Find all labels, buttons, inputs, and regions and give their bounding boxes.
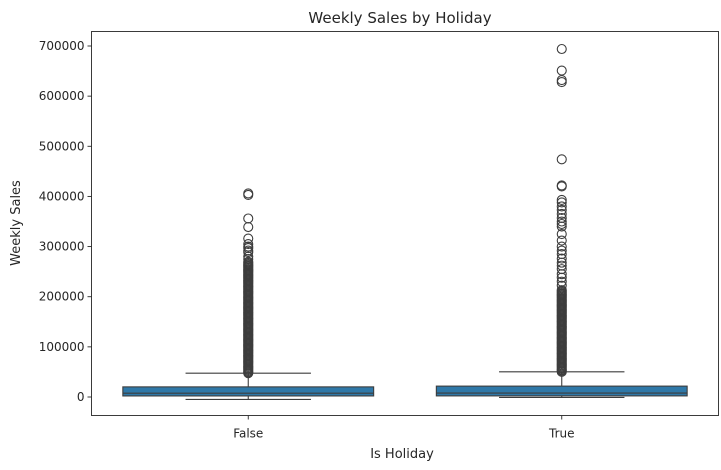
outlier-point (556, 65, 567, 76)
outlier-point (243, 256, 254, 267)
outlier-point (243, 213, 254, 224)
outlier-point (556, 43, 567, 55)
y-tick-label: 500000 (39, 139, 85, 153)
plot-frame (91, 31, 719, 416)
outlier-point (556, 241, 567, 252)
outlier-point (556, 180, 567, 191)
outlier-point (243, 241, 254, 252)
y-tick-label: 600000 (39, 89, 85, 103)
outlier-point (243, 245, 254, 256)
x-axis: False True (233, 415, 575, 441)
outlier-point (556, 260, 567, 271)
outlier-point (243, 221, 254, 233)
outlier-point (556, 212, 567, 224)
outlier-point (243, 239, 254, 250)
y-tick-label: 300000 (39, 240, 85, 254)
outlier-point (556, 197, 567, 208)
outlier-point (243, 233, 254, 244)
outlier-point (556, 253, 567, 264)
outlier-point (556, 280, 567, 291)
outlier-point (556, 249, 567, 260)
y-axis: 0 100000 200000 300000 400000 500000 600000 700… (39, 39, 92, 404)
outlier-point (556, 264, 567, 275)
outlier-point (556, 77, 567, 88)
x-tick-label: True (548, 427, 575, 441)
outlier-point (556, 154, 567, 165)
outlier-point (556, 218, 567, 230)
y-tick-label: 700000 (39, 39, 85, 53)
x-axis-label: Is Holiday (370, 447, 434, 462)
box-iqr (122, 386, 375, 397)
chart-title: Weekly Sales by Holiday (308, 9, 491, 27)
plot-area (122, 43, 688, 401)
outlier-point (556, 228, 567, 240)
outlier-point (556, 194, 567, 205)
box-true (435, 43, 688, 398)
outlier-point (243, 188, 254, 199)
box-false (122, 188, 375, 401)
outlier-point (556, 204, 567, 216)
outlier-point (556, 75, 567, 86)
box-iqr (435, 385, 688, 397)
y-tick-label: 400000 (39, 189, 85, 203)
x-tick-label: False (233, 427, 263, 441)
outlier-point (556, 276, 567, 287)
outlier-point (556, 208, 567, 220)
y-axis-label: Weekly Sales (9, 180, 24, 266)
outlier-point (556, 235, 567, 246)
outlier-point (556, 201, 567, 212)
y-tick-label: 0 (77, 390, 85, 404)
outlier-point (556, 216, 567, 227)
outlier-point (556, 245, 567, 256)
y-tick-label: 200000 (39, 290, 85, 304)
y-tick-label: 100000 (39, 340, 85, 354)
